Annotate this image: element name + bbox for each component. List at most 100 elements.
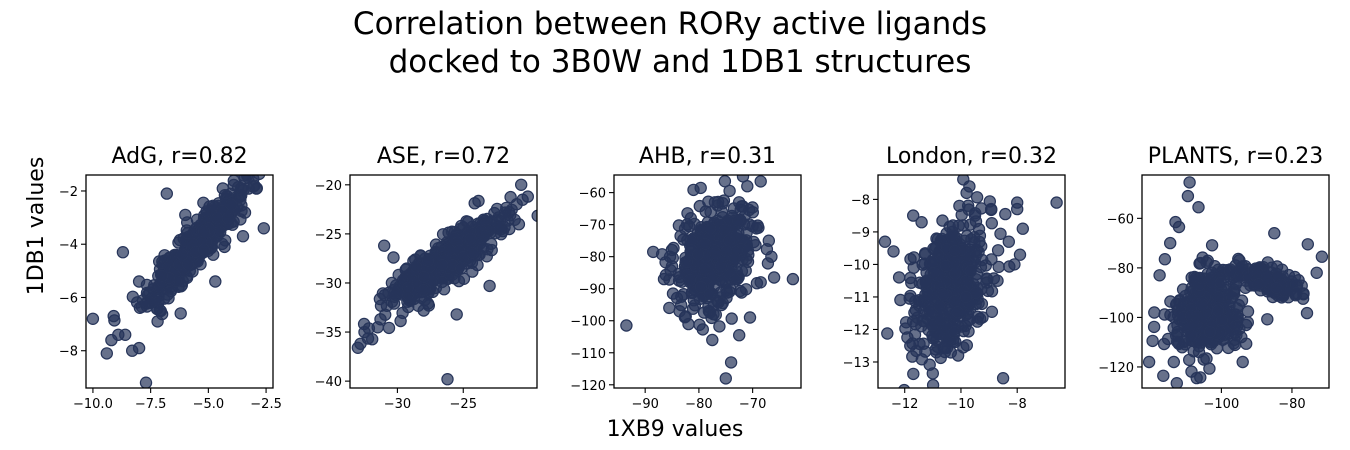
scatter-point	[421, 254, 435, 268]
scatter-point	[460, 215, 473, 228]
scatter-point	[1146, 334, 1159, 348]
scatter-point	[435, 275, 449, 289]
scatter-point	[926, 255, 939, 269]
scatter-point	[1196, 272, 1209, 285]
scatter-point	[927, 266, 941, 279]
scatter-point	[1211, 304, 1225, 317]
y-tick-label: −9	[851, 226, 870, 241]
scatter-point	[956, 219, 970, 232]
scatter-point	[1241, 316, 1255, 329]
x-tick-label: −10.0	[73, 397, 113, 412]
scatter-point	[160, 187, 173, 200]
scatter-point	[970, 191, 984, 204]
scatter-point	[521, 190, 535, 203]
scatter-point	[921, 287, 934, 300]
scatter-point	[735, 265, 749, 278]
scatter-point	[378, 239, 391, 252]
scatter-point	[174, 307, 187, 320]
scatter-point	[1268, 226, 1281, 240]
figure-title-line2: docked to 3B0W and 1DB1 structures	[389, 44, 972, 80]
scatter-point	[698, 263, 712, 276]
scatter-point	[666, 287, 680, 300]
scatter-point	[976, 311, 989, 324]
y-tick-label: −90	[579, 283, 606, 298]
scatter-point	[714, 260, 728, 273]
scatter-point	[471, 258, 484, 272]
scatter-point	[926, 378, 940, 388]
scatter-point	[1208, 260, 1222, 273]
scatter-point	[1170, 335, 1184, 348]
scatter-point	[704, 221, 717, 235]
scatter-point	[1270, 281, 1283, 295]
scatter-point	[907, 209, 920, 222]
scatter-point	[694, 280, 708, 294]
scatter-point	[154, 304, 167, 318]
scatter-point	[376, 287, 390, 300]
scatter-point	[926, 367, 940, 380]
scatter-point	[194, 258, 207, 271]
scatter-point	[647, 245, 660, 259]
scatter-point	[887, 245, 900, 258]
scatter-points	[620, 175, 800, 385]
scatter-point	[991, 274, 1004, 287]
x-tick-label: −8	[1008, 397, 1027, 412]
scatter-point	[464, 232, 477, 245]
scatter-point	[531, 209, 537, 222]
x-tick-label: −80	[685, 397, 712, 412]
scatter-point	[1214, 276, 1227, 290]
scatter-points	[1142, 176, 1329, 388]
scatter-point	[450, 308, 463, 321]
y-tick-label: −120	[1098, 361, 1134, 376]
scatter-point	[732, 196, 746, 209]
scatter-point	[257, 222, 270, 235]
scatter-point	[1164, 308, 1177, 322]
scatter-point	[209, 275, 222, 288]
scatter-point	[235, 204, 248, 218]
scatter-point	[1192, 200, 1205, 214]
scatter-point	[396, 306, 409, 320]
y-tick-label: −8	[851, 193, 870, 208]
scatter-point	[936, 214, 949, 227]
scatter-point	[515, 178, 528, 191]
scatter-point	[144, 296, 157, 309]
x-tick-label: −70	[739, 397, 766, 412]
scatter-point	[945, 229, 959, 243]
scatter-point	[358, 325, 371, 339]
scatter-point	[118, 328, 132, 341]
y-tick-label: −120	[570, 379, 606, 394]
axes-frame	[877, 174, 1066, 389]
scatter-point	[1197, 353, 1210, 366]
x-tick-label: −7.5	[135, 397, 167, 412]
scatter-point	[1235, 294, 1249, 307]
scatter-points	[86, 175, 270, 388]
scatter-point	[175, 248, 189, 261]
scatter-point	[1252, 277, 1265, 291]
y-tick-label: −4	[59, 238, 78, 253]
scatter-point	[505, 203, 518, 216]
subplot-3: −90 −80 −70 −120 −110 −100 −90 −80 −70 −60 AHB, r=…	[570, 144, 802, 412]
figure-title-line1: Correlation between RORy active ligands	[353, 6, 987, 42]
scatter-point	[1205, 239, 1219, 252]
scatter-point	[1190, 371, 1203, 385]
scatter-point	[927, 331, 941, 344]
subplot-4: −12 −10 −8 −13 −12 −11 −10 −9 −8 London, r=0.32	[843, 144, 1066, 412]
scatter-point	[417, 270, 431, 284]
figure-ylabel: 1DB1 values	[24, 157, 49, 296]
subplot-title: AdG, r=0.82	[111, 144, 247, 169]
x-tick-label: −2.5	[250, 397, 282, 412]
scatter-point	[961, 314, 975, 328]
scatter-point	[235, 182, 249, 195]
y-tick-label: −80	[1107, 262, 1134, 277]
scatter-point	[754, 276, 767, 289]
scatter-point	[1315, 250, 1329, 263]
scatter-point	[1170, 377, 1183, 388]
scatter-point	[181, 258, 195, 271]
scatter-point	[679, 251, 692, 264]
scatter-point	[1050, 196, 1063, 209]
scatter-point	[905, 276, 918, 289]
scatter-point	[1181, 189, 1195, 203]
scatter-point	[132, 341, 146, 355]
scatter-point	[155, 269, 169, 283]
y-tick-label: −100	[570, 315, 606, 330]
scatter-point	[1163, 236, 1177, 250]
